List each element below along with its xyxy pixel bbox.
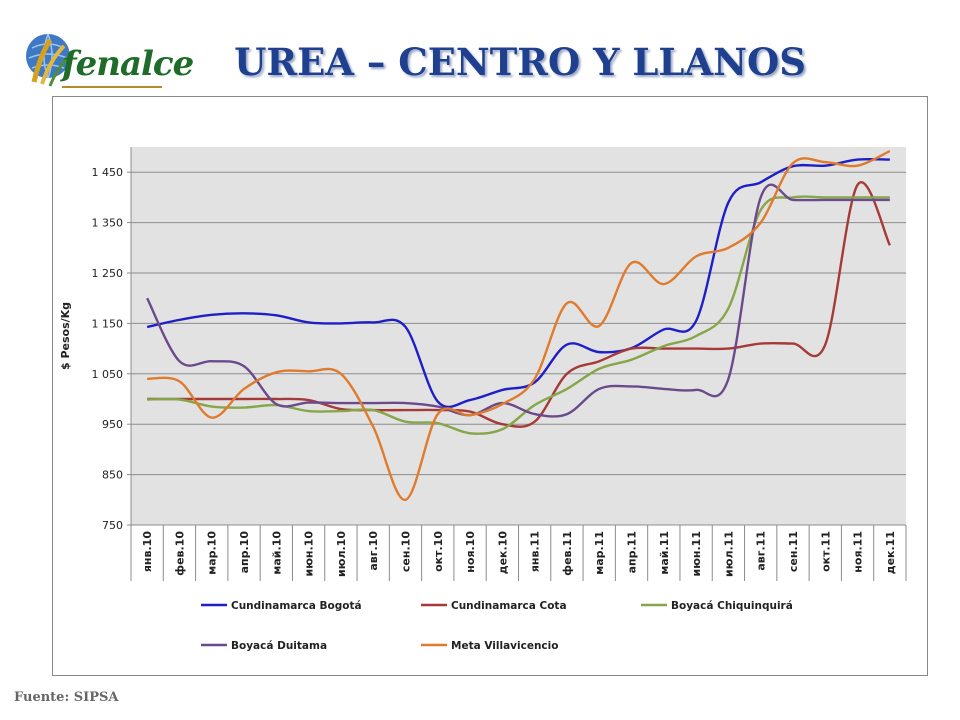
- series-line-2: [147, 181, 891, 428]
- x-tick-label: июн.10: [303, 531, 316, 577]
- x-tick-label: окт.10: [432, 531, 445, 572]
- x-tick-label: дек.11: [884, 531, 897, 574]
- x-tick-label: фев.11: [561, 531, 574, 576]
- legend-label: Boyacá Duitama: [231, 640, 327, 652]
- x-tick-label: янв.11: [529, 531, 542, 572]
- x-tick-label: мар.11: [593, 531, 606, 575]
- y-tick-label: 1 150: [92, 317, 124, 330]
- x-tick-label: ноя.10: [464, 531, 477, 573]
- legend-label: Cundinamarca Bogotá: [231, 600, 362, 612]
- fenalce-logo-icon: [26, 33, 71, 87]
- logo-wordmark: fenalce: [62, 44, 194, 84]
- x-tick-label: янв.10: [141, 531, 154, 572]
- source-note: Fuente: SIPSA: [14, 690, 119, 705]
- x-tick-label: фев.10: [173, 531, 186, 576]
- y-tick-label: 1 450: [92, 166, 124, 179]
- legend-label: Meta Villavicencio: [451, 640, 558, 652]
- x-tick-label: июл.11: [722, 531, 735, 577]
- x-tick-label: сен.10: [399, 531, 412, 572]
- y-tick-label: 950: [102, 418, 123, 431]
- series-line-5: [147, 149, 891, 501]
- x-tick-label: дек.10: [496, 531, 509, 575]
- y-tick-label: 750: [102, 519, 123, 532]
- logo-underline: [62, 86, 162, 88]
- y-tick-label: 1 250: [92, 267, 124, 280]
- x-tick-label: авг.11: [755, 531, 768, 571]
- y-tick-label: 1 350: [92, 217, 124, 230]
- x-tick-label: апр.10: [238, 531, 251, 574]
- chart-frame: 750 850 950 1 050 1 150 1 250 1 350 1 450 янв.10…: [52, 96, 928, 676]
- x-tick-label: май.10: [270, 531, 283, 575]
- y-axis-label: $ Pesos/Kg: [59, 302, 72, 370]
- x-tick-label: сен.11: [787, 531, 800, 572]
- page-title: UREA – CENTRO Y LLANOS: [234, 40, 806, 84]
- x-tick-label: мар.10: [206, 531, 219, 575]
- legend-label: Cundinamarca Cota: [451, 600, 567, 612]
- x-tick-label: авг.10: [367, 531, 380, 571]
- x-tick-label: май.11: [658, 531, 671, 575]
- series-line-1: [146, 157, 890, 409]
- y-tick-label: 1 050: [92, 368, 124, 381]
- series-line-3: [147, 195, 890, 435]
- x-tick-label: июл.10: [335, 531, 348, 577]
- x-tick-label: апр.11: [626, 531, 639, 573]
- plot-area: [131, 147, 906, 525]
- legend-label: Boyacá Chiquinquirá: [671, 600, 793, 612]
- x-tick-label: ноя.11: [852, 531, 865, 573]
- x-tick-label: июн.11: [690, 531, 703, 577]
- line-chart: 750 850 950 1 050 1 150 1 250 1 350 1 450 янв.10…: [59, 147, 907, 652]
- series-line-4: [146, 183, 890, 418]
- y-tick-label: 850: [102, 469, 123, 482]
- x-tick-label: окт.11: [819, 531, 832, 572]
